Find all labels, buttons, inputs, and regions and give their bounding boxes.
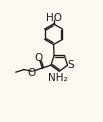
Text: O: O xyxy=(27,68,36,78)
Text: NH₂: NH₂ xyxy=(48,73,68,83)
Text: HO: HO xyxy=(46,13,62,23)
Text: O: O xyxy=(35,53,43,63)
Text: S: S xyxy=(67,60,74,70)
